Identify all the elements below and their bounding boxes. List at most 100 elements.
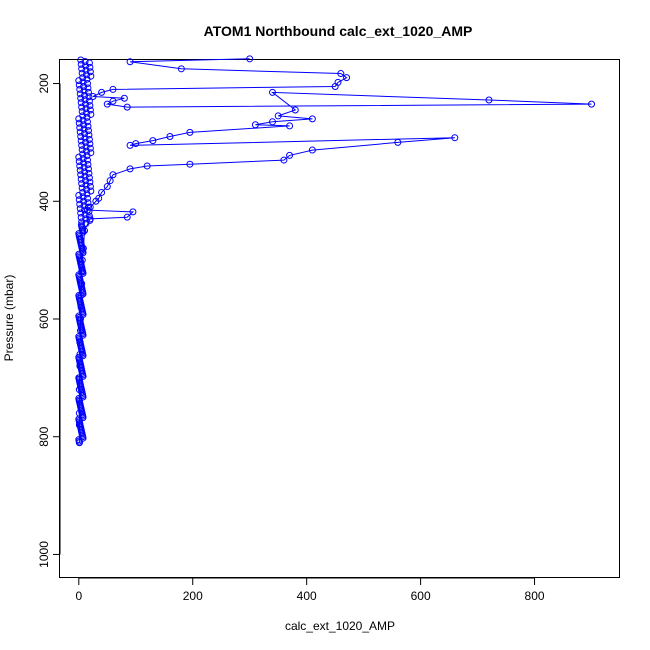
data-point-dense (75, 119, 83, 127)
data-point (149, 137, 157, 145)
data-point (123, 103, 131, 111)
data-point-dense (78, 141, 86, 149)
data-point-dense (78, 146, 86, 154)
data-point (98, 88, 106, 96)
data-point (123, 213, 131, 221)
data-point (92, 197, 100, 205)
y-tick-label: 800 (37, 426, 51, 446)
data-point-dense (76, 85, 84, 93)
data-point (485, 96, 493, 104)
data-point (251, 121, 259, 129)
data-point-dense (77, 137, 85, 145)
data-point-dense (77, 171, 85, 179)
series-line (78, 58, 592, 443)
dense-core (75, 56, 95, 447)
data-point (77, 291, 85, 299)
data-point (120, 94, 128, 102)
data-point-dense (77, 209, 85, 217)
data-point-dense (78, 108, 86, 116)
y-tick-label: 400 (37, 191, 51, 211)
data-point (109, 85, 117, 93)
data-point-dense (75, 191, 83, 199)
data-point (186, 160, 194, 168)
data-point-dense (77, 56, 85, 64)
data-point-dense (76, 128, 84, 136)
data-point (77, 315, 85, 323)
data-point (109, 97, 117, 105)
data-point (337, 70, 345, 78)
data-point (75, 397, 83, 405)
data-point-dense (75, 158, 83, 166)
data-point (291, 106, 299, 114)
data-point (186, 128, 194, 136)
data-point (86, 215, 94, 223)
data-point (77, 327, 85, 335)
data-point-dense (75, 115, 83, 123)
data-point (394, 138, 402, 146)
data-point (80, 227, 88, 235)
chart-title: ATOM1 Northbound calc_ext_1020_AMP (204, 23, 473, 39)
data-point-dense (76, 166, 84, 174)
data-point-dense (77, 94, 85, 102)
y-tick-label: 200 (37, 73, 51, 93)
data-point (451, 134, 459, 142)
data-point (103, 100, 111, 108)
data-point (75, 409, 83, 417)
data-point (343, 74, 351, 82)
data-point-dense (78, 180, 86, 188)
data-point (308, 146, 316, 154)
data-point (166, 133, 174, 141)
y-tick-label: 1000 (37, 541, 51, 568)
x-tick-label: 0 (75, 589, 82, 603)
data-point (79, 244, 87, 252)
data-point-dense (77, 175, 85, 183)
data-point (177, 65, 185, 73)
data-point (280, 156, 288, 164)
data-point (126, 58, 134, 66)
data-point (78, 280, 86, 288)
data-point (83, 206, 91, 214)
data-point-dense (76, 200, 84, 208)
data-point-dense (75, 196, 83, 204)
data-point (106, 177, 114, 185)
data-point-dense (78, 69, 86, 77)
data-point (76, 362, 84, 370)
x-tick-label: 400 (297, 589, 317, 603)
x-axis: 0 200 400 600 800 (75, 577, 545, 603)
data-point (126, 165, 134, 173)
data-point (126, 141, 134, 149)
data-point-dense (76, 162, 84, 170)
data-point (75, 386, 83, 394)
data-point (89, 92, 97, 100)
y-axis-label: Pressure (mbar) (2, 275, 16, 362)
data-point-dense (77, 60, 85, 68)
data-point (286, 151, 294, 159)
x-tick-label: 600 (411, 589, 431, 603)
data-point (268, 118, 276, 126)
data-point-dense (78, 103, 86, 111)
data-point-dense (77, 99, 85, 107)
data-point-dense (77, 133, 85, 141)
data-point (286, 122, 294, 130)
plot-area (75, 55, 596, 447)
data-point (331, 82, 339, 90)
data-point (103, 183, 111, 191)
data-point (75, 439, 83, 447)
data-point-dense (75, 81, 83, 89)
data-point (78, 256, 86, 264)
x-axis-label: calc_ext_1020_AMP (285, 619, 395, 633)
x-tick-label: 200 (183, 589, 203, 603)
data-point (143, 162, 151, 170)
series-points (75, 55, 596, 447)
data-point (308, 115, 316, 123)
data-point (76, 350, 84, 358)
data-point-dense (75, 153, 83, 161)
data-point (75, 374, 83, 382)
data-point-dense (77, 213, 85, 221)
data-point-dense (76, 124, 84, 132)
y-tick-label: 600 (37, 309, 51, 329)
plot-frame (59, 59, 620, 578)
data-point (109, 171, 117, 179)
x-tick-label: 800 (525, 589, 545, 603)
